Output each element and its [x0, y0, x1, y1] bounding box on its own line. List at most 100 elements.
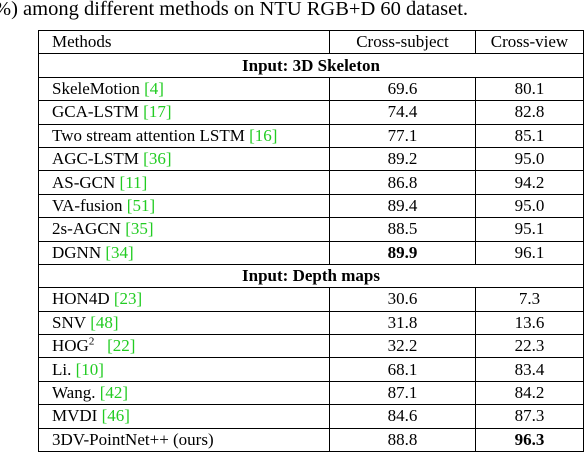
value-cell: 88.8	[329, 427, 476, 453]
value-cell: 96.3	[475, 427, 584, 453]
value-cell: 86.8	[329, 170, 476, 195]
method-cell: 2s-AGCN [35]	[38, 217, 330, 242]
method-cell: Two stream attention LSTM [16]	[38, 123, 330, 148]
method-name: AS-GCN	[52, 172, 116, 192]
section-title: Input: 3D Skeleton	[38, 53, 584, 78]
value-cell: 7.3	[475, 287, 584, 312]
citation: [17]	[143, 102, 172, 122]
value-cell: 80.1	[475, 76, 584, 102]
citation: [42]	[99, 383, 129, 403]
value-cell: 74.4	[329, 100, 476, 125]
citation: [51]	[126, 195, 156, 215]
method-cell: 3DV-PointNet++ (ours)	[38, 427, 330, 453]
value-cell: 84.6	[329, 404, 476, 429]
method-cell: AS-GCN [11]	[38, 170, 330, 195]
superscript: 2	[88, 335, 95, 348]
method-name: SNV	[52, 312, 87, 332]
method-cell: SkeleMotion [4]	[38, 76, 330, 102]
header-cell: Cross-view	[475, 29, 584, 55]
method-cell: VA-fusion [51]	[38, 193, 330, 219]
citation: [46]	[101, 406, 130, 426]
citation: [11]	[119, 172, 148, 192]
method-name: MVDI	[52, 406, 98, 426]
value-cell: 89.9	[329, 240, 476, 265]
value-cell: 82.8	[475, 100, 584, 125]
data-row: Li. [10] 68.1 83.4	[38, 357, 584, 382]
section-row: Input: Depth maps	[38, 263, 584, 289]
method-cell: SNV [48]	[38, 310, 330, 336]
method-cell: HOG2 [22]	[38, 334, 330, 359]
value-cell: 77.1	[329, 123, 476, 148]
value-cell: 69.6	[329, 76, 476, 102]
method-name: HOG	[52, 336, 89, 356]
citation: [10]	[75, 359, 104, 379]
value-cell: 13.6	[475, 310, 584, 336]
method-cell: Wang. [42]	[38, 380, 330, 406]
value-cell: 83.4	[475, 357, 584, 382]
data-row: VA-fusion [51] 89.4 95.0	[38, 193, 584, 219]
method-name: SkeleMotion	[52, 78, 140, 98]
value-cell: 95.1	[475, 217, 584, 242]
value-cell: 89.4	[329, 193, 476, 219]
citation: [48]	[90, 312, 119, 332]
value-cell: 31.8	[329, 310, 476, 336]
method-cell: DGNN [34]	[38, 240, 330, 265]
method-name: 2s-AGCN	[52, 219, 121, 239]
method-name: Li.	[52, 359, 72, 379]
method-cell: HON4D [23]	[38, 287, 330, 312]
value-cell: 96.1	[475, 240, 584, 265]
caption: %) among different methods on NTU RGB+D …	[0, 0, 469, 20]
header-cell: Methods	[38, 29, 330, 55]
data-row: DGNN [34] 89.9 96.1	[38, 240, 584, 265]
data-row: AS-GCN [11] 86.8 94.2	[38, 170, 584, 195]
value-cell: 84.2	[475, 380, 584, 406]
method-cell: Li. [10]	[38, 357, 330, 382]
citation: [23]	[113, 289, 143, 309]
data-row: HOG2 [22] 32.2 22.3	[38, 334, 584, 359]
data-row: Two stream attention LSTM [16] 77.1 85.1	[38, 123, 584, 148]
data-row: MVDI [46] 84.6 87.3	[38, 404, 584, 429]
method-cell: MVDI [46]	[38, 404, 330, 429]
data-row: 2s-AGCN [35] 88.5 95.1	[38, 217, 584, 242]
value-cell: 87.3	[475, 404, 584, 429]
method-cell: GCA-LSTM [17]	[38, 100, 330, 125]
data-row: Wang. [42] 87.1 84.2	[38, 380, 584, 406]
method-name: HON4D	[52, 289, 110, 309]
citation: [22]	[107, 336, 136, 356]
citation: [34]	[105, 242, 134, 262]
section-title: Input: Depth maps	[38, 263, 584, 289]
value-cell: 30.6	[329, 287, 476, 312]
method-name: Wang.	[52, 383, 96, 403]
method-cell: AGC-LSTM [36]	[38, 146, 330, 172]
value-cell: 88.5	[329, 217, 476, 242]
results-table: Methods Cross-subject Cross-view Input: 3D …	[38, 29, 584, 453]
section-row: Input: 3D Skeleton	[38, 53, 584, 78]
value-cell: 87.1	[329, 380, 476, 406]
data-row: 3DV-PointNet++ (ours) 88.8 96.3	[38, 427, 584, 453]
data-row: SkeleMotion [4] 69.6 80.1	[38, 76, 584, 102]
method-name: Two stream attention LSTM	[52, 125, 245, 145]
method-name: DGNN	[52, 242, 102, 262]
method-name: 3DV-PointNet++ (ours)	[52, 429, 214, 449]
method-name: VA-fusion	[52, 195, 123, 215]
citation: [35]	[125, 219, 154, 239]
value-cell: 95.0	[475, 193, 584, 219]
value-cell: 89.2	[329, 146, 476, 172]
header-cell: Cross-subject	[329, 29, 476, 55]
data-row: HON4D [23] 30.6 7.3	[38, 287, 584, 312]
value-cell: 95.0	[475, 146, 584, 172]
value-cell: 22.3	[475, 334, 584, 359]
data-row: AGC-LSTM [36] 89.2 95.0	[38, 146, 584, 172]
method-name: GCA-LSTM	[52, 102, 139, 122]
citation: [16]	[249, 125, 278, 145]
value-cell: 32.2	[329, 334, 476, 359]
method-name: AGC-LSTM	[52, 149, 139, 169]
data-row: SNV [48] 31.8 13.6	[38, 310, 584, 336]
citation: [4]	[144, 78, 164, 98]
data-row: GCA-LSTM [17] 74.4 82.8	[38, 100, 584, 125]
value-cell: 68.1	[329, 357, 476, 382]
value-cell: 85.1	[475, 123, 584, 148]
value-cell: 94.2	[475, 170, 584, 195]
citation: [36]	[143, 149, 172, 169]
